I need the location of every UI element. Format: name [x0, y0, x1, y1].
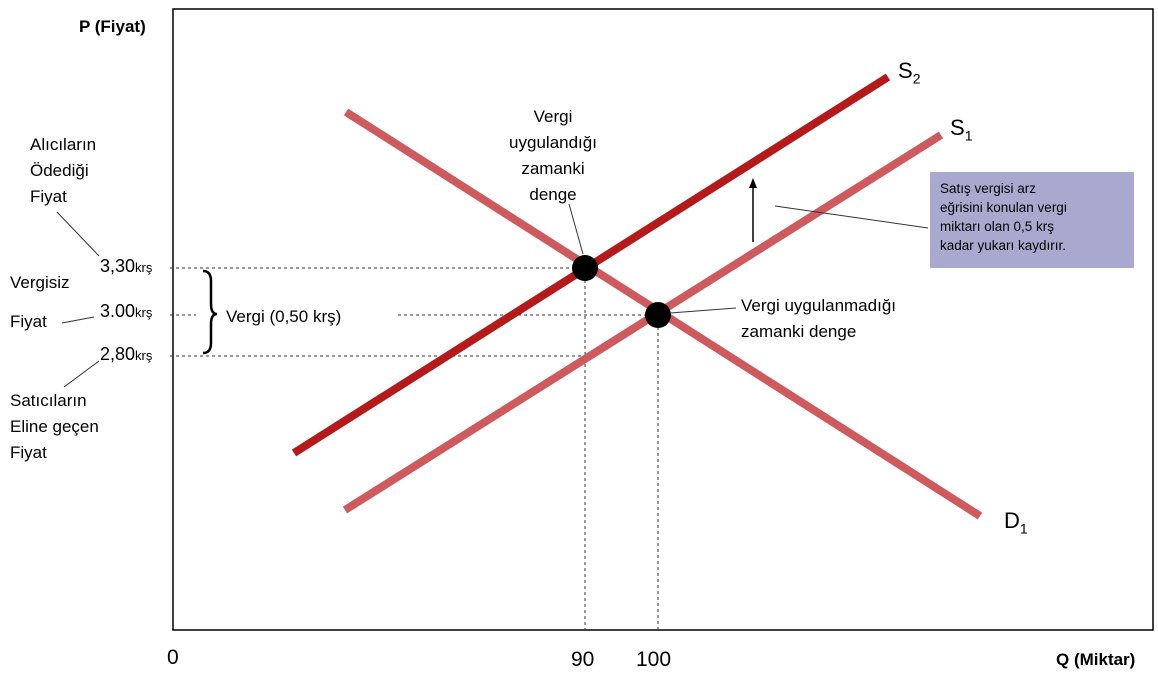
buyers-line-1: Alıcıların	[30, 135, 97, 154]
s2-label-main: S	[898, 58, 913, 83]
equilibrium-without-tax-label: Vergi uygulanmadığı zamanki denge	[741, 293, 896, 345]
equilibrium-with-tax-point	[572, 255, 598, 281]
buyers-line-2: Ödediği	[30, 161, 89, 180]
with-tax-line-4: denge	[529, 185, 577, 204]
price-2-80-value: 2,80	[100, 344, 136, 364]
s2-label: S2	[898, 58, 920, 86]
leader-info-box	[774, 205, 929, 229]
leader-untaxed	[61, 316, 95, 324]
plot-frame	[172, 8, 1154, 631]
info-box-line-3: miktarı olan 0,5 krş	[940, 219, 1055, 234]
sellers-line-3: Fiyat	[10, 443, 47, 462]
sellers-line-2: Eline geçen	[10, 417, 99, 436]
price-3-30: 3,30krş	[100, 256, 152, 277]
price-2-80: 2,80krş	[100, 344, 152, 365]
price-3-30-value: 3,30	[100, 256, 136, 276]
info-box-line-4: kadar yukarı kaydırır.	[940, 238, 1067, 253]
supply-curve-s1	[342, 131, 944, 514]
s1-label-sub: 1	[964, 127, 973, 144]
y-axis-title: P (Fiyat)	[79, 17, 146, 36]
x-tick-90: 90	[571, 648, 595, 671]
price-2-80-unit: krş	[135, 348, 153, 363]
d1-label-sub: 1	[1019, 520, 1028, 537]
with-tax-line-2: uygulandığı	[509, 133, 597, 152]
untaxed-label: Vergisiz	[10, 273, 70, 292]
leader-with-tax	[568, 203, 584, 255]
sellers-line-1: Satıcıların	[10, 391, 87, 410]
shift-arrow-icon	[749, 178, 757, 188]
buyers-line-3: Fiyat	[30, 187, 67, 206]
info-box-line-1: Satış vergisi arz	[940, 181, 1037, 196]
s1-label-main: S	[950, 115, 965, 140]
untaxed-fiyat-label: Fiyat	[10, 312, 47, 331]
d1-label: D1	[1004, 508, 1028, 536]
sellers-price-label: Satıcıların Eline geçen Fiyat	[10, 388, 99, 466]
origin-label: 0	[167, 646, 179, 669]
without-tax-line-1: Vergi uygulanmadığı	[741, 296, 896, 315]
tax-amount-label: Vergi (0,50 krş)	[226, 307, 342, 326]
without-tax-line-2: zamanki denge	[741, 322, 857, 341]
tax-brace	[202, 269, 218, 355]
s2-label-sub: 2	[912, 70, 921, 87]
price-3-30-unit: krş	[135, 260, 153, 275]
d1-label-main: D	[1004, 508, 1020, 533]
equilibrium-without-tax-point	[645, 302, 671, 328]
with-tax-line-3: zamanki	[521, 159, 585, 178]
price-3-00-unit: krş	[135, 305, 153, 320]
with-tax-line-1: Vergi	[533, 107, 573, 126]
x-tick-100: 100	[636, 648, 672, 671]
price-3-00: 3.00krş	[100, 301, 152, 322]
buyers-price-label: Alıcıların Ödediği Fiyat	[30, 132, 96, 210]
price-3-00-value: 3.00	[100, 301, 136, 321]
leader-without-tax	[669, 307, 737, 314]
leader-sellers	[63, 360, 100, 388]
leader-buyers	[56, 211, 100, 257]
equilibrium-with-tax-label: Vergi uygulandığı zamanki denge	[478, 104, 628, 208]
info-box-line-2: eğrisini konulan vergi	[940, 200, 1067, 215]
s1-label: S1	[950, 115, 972, 143]
x-axis-title: Q (Miktar)	[1056, 650, 1136, 669]
info-box: Satış vergisi arz eğrisini konulan vergi…	[930, 172, 1134, 268]
